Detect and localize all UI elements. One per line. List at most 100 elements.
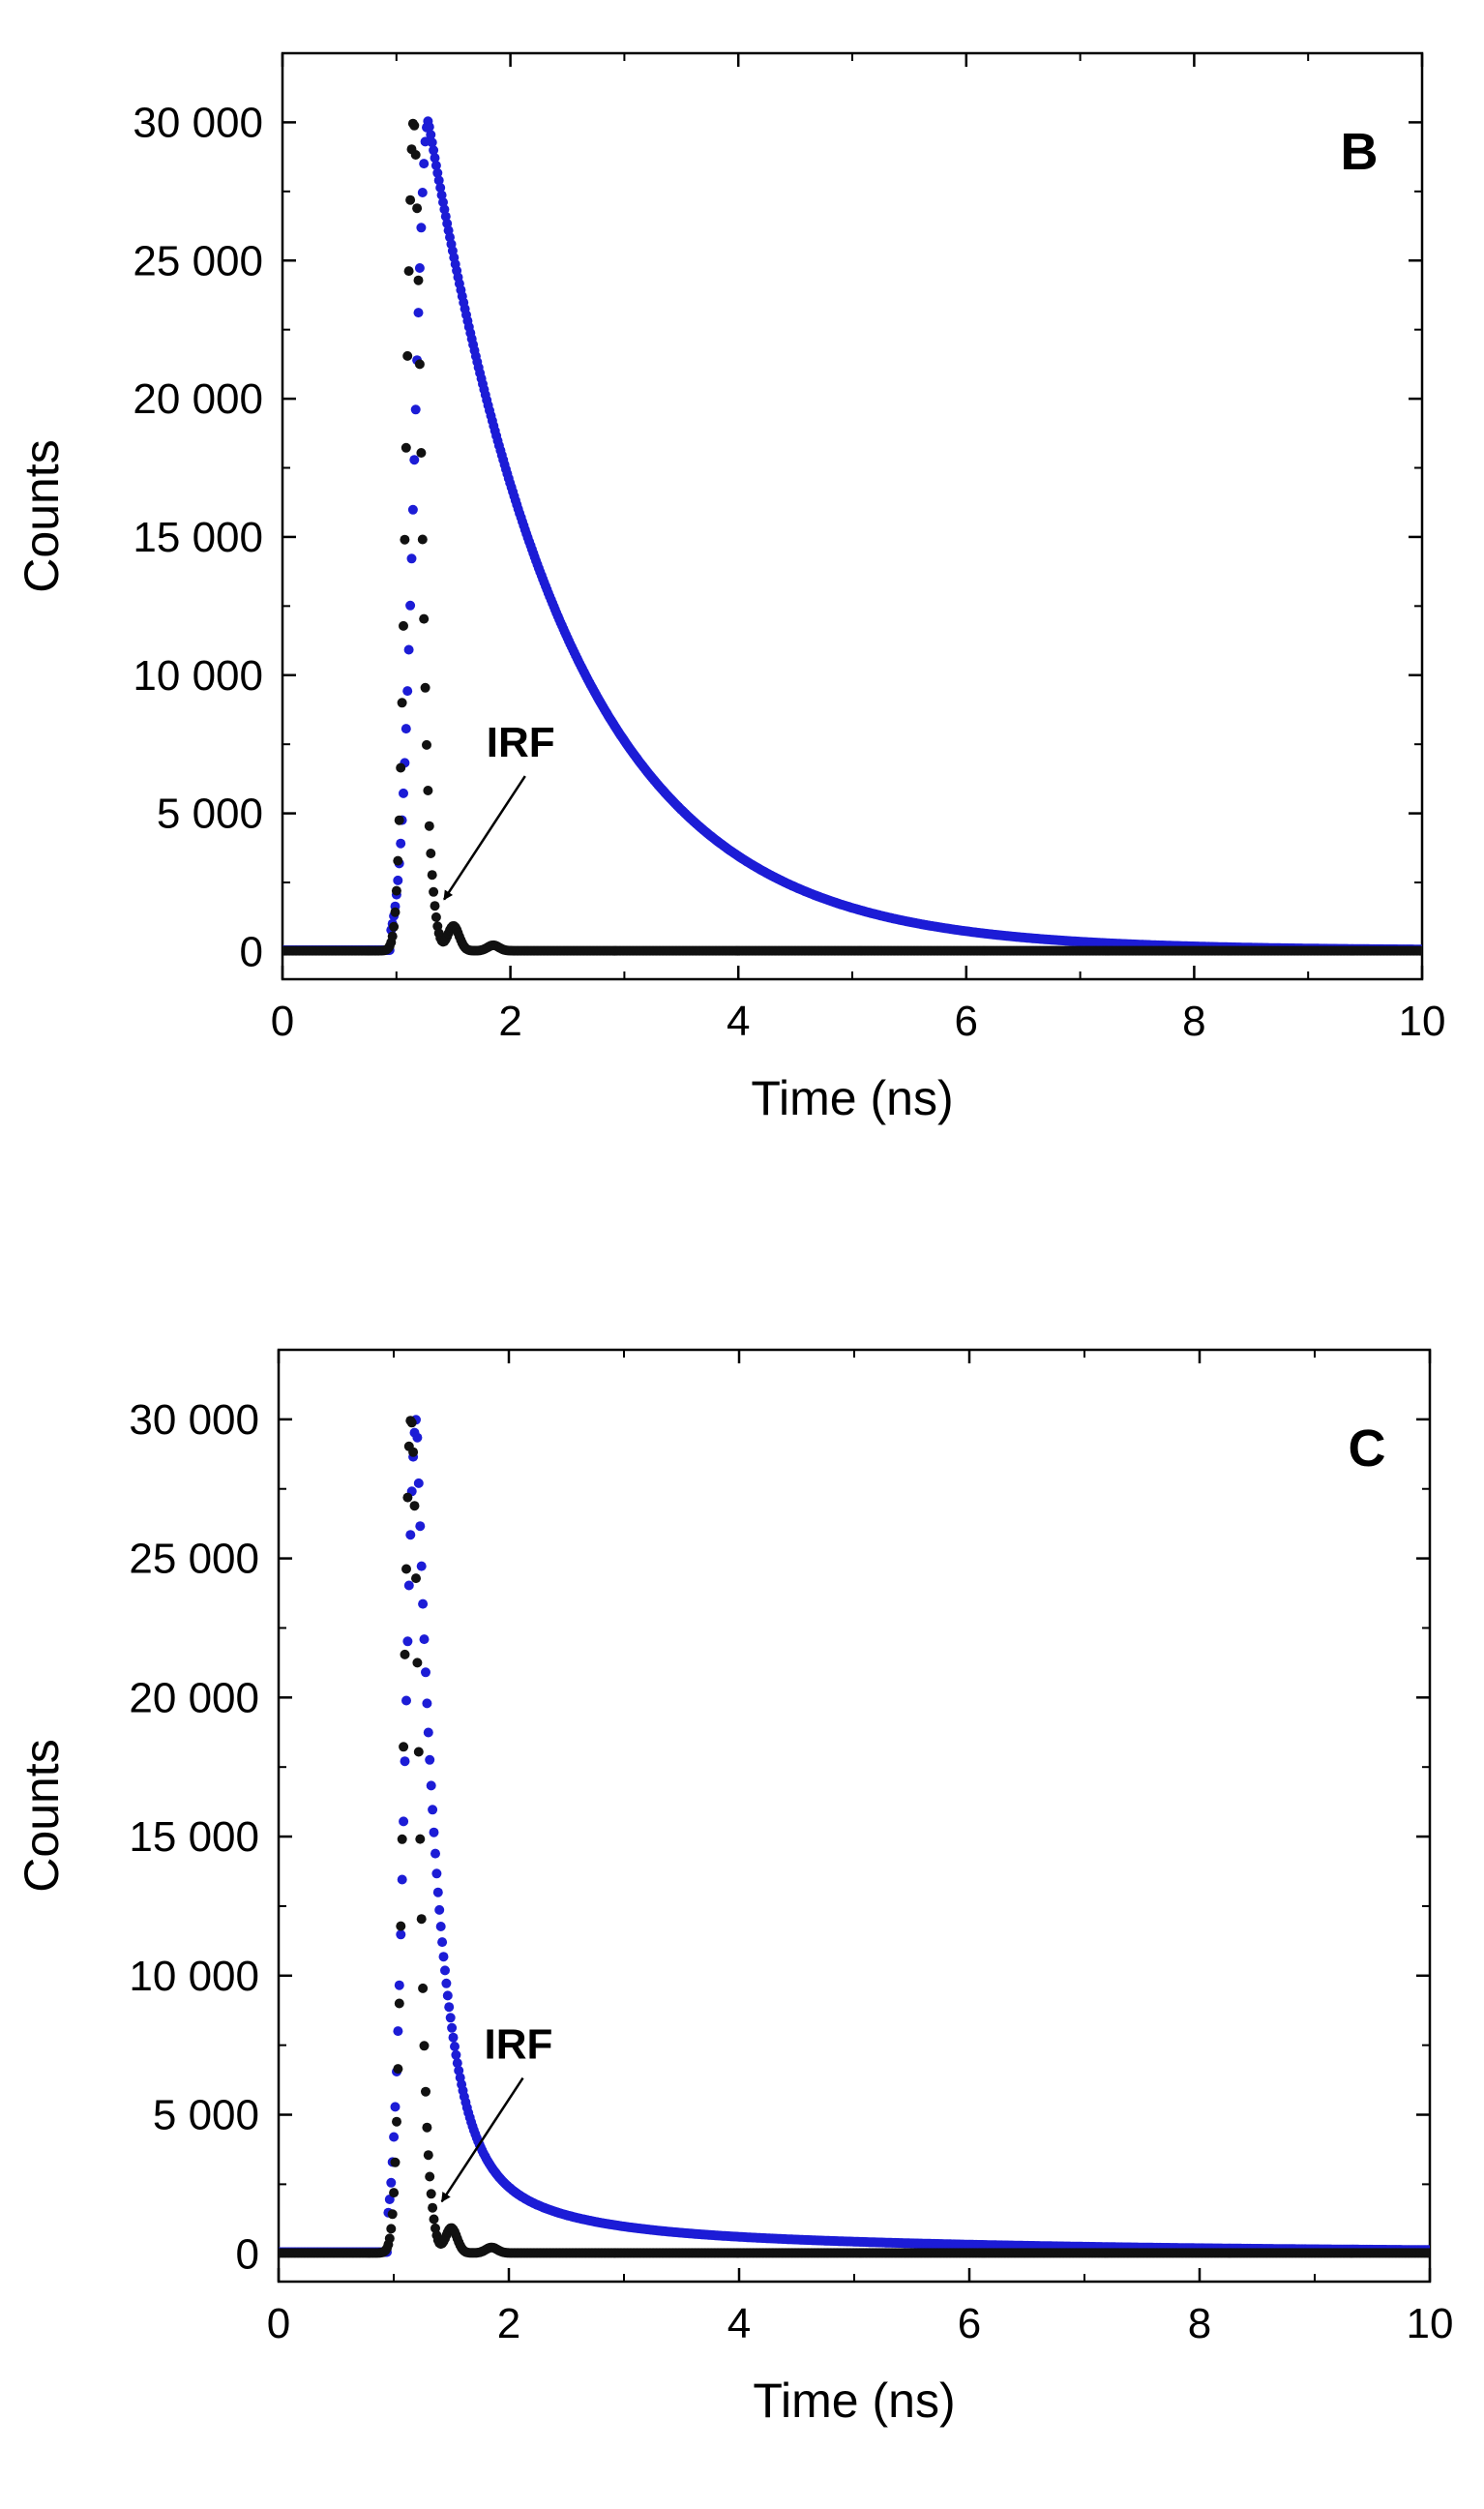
data-point-irf [406,1418,417,1428]
data-point-sample [448,2032,459,2043]
data-point-sample [393,875,403,885]
data-point-irf [408,1447,419,1457]
data-point-sample [428,1805,438,1815]
data-point-irf [428,2202,438,2213]
data-point-irf [1423,2248,1430,2258]
data-point-irf [425,2171,435,2182]
data-point-sample [450,2042,460,2051]
y-axis-title: Counts [15,439,69,592]
data-point-irf [412,1658,423,1668]
data-point-sample [426,130,436,140]
data-point-irf [405,194,416,205]
data-point-irf [389,2188,400,2198]
data-point-irf [390,2157,401,2167]
data-point-sample [429,145,439,156]
data-point-irf [423,2150,433,2161]
data-point-sample [418,1598,429,1609]
data-point-sample [389,2132,400,2142]
data-point-sample [396,838,406,849]
data-point-sample [415,1521,426,1532]
x-tick-label: 10 [1407,2300,1454,2347]
data-point-sample [447,2022,458,2033]
data-point-irf [391,885,401,896]
data-point-irf [419,2041,430,2051]
data-point-irf [423,786,433,795]
data-point-sample [444,2002,455,2013]
data-point-irf [387,2209,398,2220]
data-point-sample [402,1636,413,1647]
data-point-sample [405,1530,416,1540]
data-point-irf [419,613,430,624]
data-point-sample [410,404,421,415]
panel-c: 0 2 4 6 8 10 0 5 000 10 000 15 000 20 000 25 000 30 … [15,1348,1454,2428]
data-point-sample [426,1780,436,1791]
y-tick-label: 20 000 [133,375,263,423]
data-point-sample [407,504,418,515]
irf-annotation-label: IRF [485,2021,553,2069]
data-point-irf [1415,945,1422,956]
data-point-irf [418,1983,429,1993]
data-point-irf [409,120,420,131]
y-tick-label: 5 000 [157,791,263,838]
x-tick-label: 2 [497,2300,520,2347]
y-axis-title: Counts [15,1739,69,1892]
irf-annotation-label: IRF [487,719,555,766]
data-point-sample [432,1887,443,1897]
irf-annotation-arrow [440,2076,524,2203]
y-tick-label: 0 [236,2230,259,2278]
y-tick-label: 5 000 [153,2092,259,2139]
data-point-irf [387,931,398,941]
panel-b: 0 2 4 6 8 10 0 5 000 10 000 15 000 20 000 25 000 30 … [15,51,1446,1125]
data-point-irf [426,849,436,858]
data-point-irf [426,2189,436,2199]
plot-frame [281,51,1424,981]
data-point-sample [405,600,416,611]
series-sample [282,116,1422,955]
data-point-sample [401,724,411,734]
data-point-sample [414,263,425,273]
data-point-irf [422,739,431,750]
data-point-sample [396,1929,406,1940]
data-point-irf [401,442,411,453]
data-point-sample [431,1868,442,1879]
data-point-sample [438,197,448,207]
x-tick-label: 0 [271,998,294,1045]
data-point-irf [429,886,439,897]
data-point-sample [452,2058,462,2069]
data-point-irf [397,698,407,708]
data-point-sample [430,161,441,170]
data-point-sample [399,788,408,798]
data-point-sample [430,1848,440,1859]
data-point-irf [400,534,410,545]
data-point-irf [393,855,403,866]
data-point-irf [416,1914,427,1925]
data-point-sample [417,188,428,197]
data-point-sample [403,644,414,655]
series-sample [279,1415,1430,2257]
data-point-sample [437,1937,448,1948]
data-point-irf [427,870,437,881]
data-point-sample [393,2026,403,2037]
data-point-irf [429,2214,439,2225]
data-point-irf [390,907,401,917]
y-tick-label: 25 000 [129,1536,259,1583]
data-point-sample [412,1432,423,1443]
data-point-sample [429,1827,439,1837]
x-tick-label: 10 [1399,998,1446,1045]
data-point-irf [402,1492,413,1503]
x-tick-label: 8 [1188,2300,1211,2347]
data-point-irf [413,1747,424,1757]
data-point-irf [430,901,440,911]
data-point-sample [399,1816,409,1827]
data-point-sample [430,153,440,164]
series-irf [279,1416,1430,2258]
data-point-irf [402,350,413,361]
data-point-sample [397,1874,407,1885]
data-point-sample [423,1727,433,1738]
data-point-sample [432,167,443,178]
plot-frame [277,1348,1432,2284]
y-tick-label: 15 000 [133,514,263,561]
data-point-irf [393,2064,403,2075]
x-tick-label: 8 [1182,998,1205,1045]
